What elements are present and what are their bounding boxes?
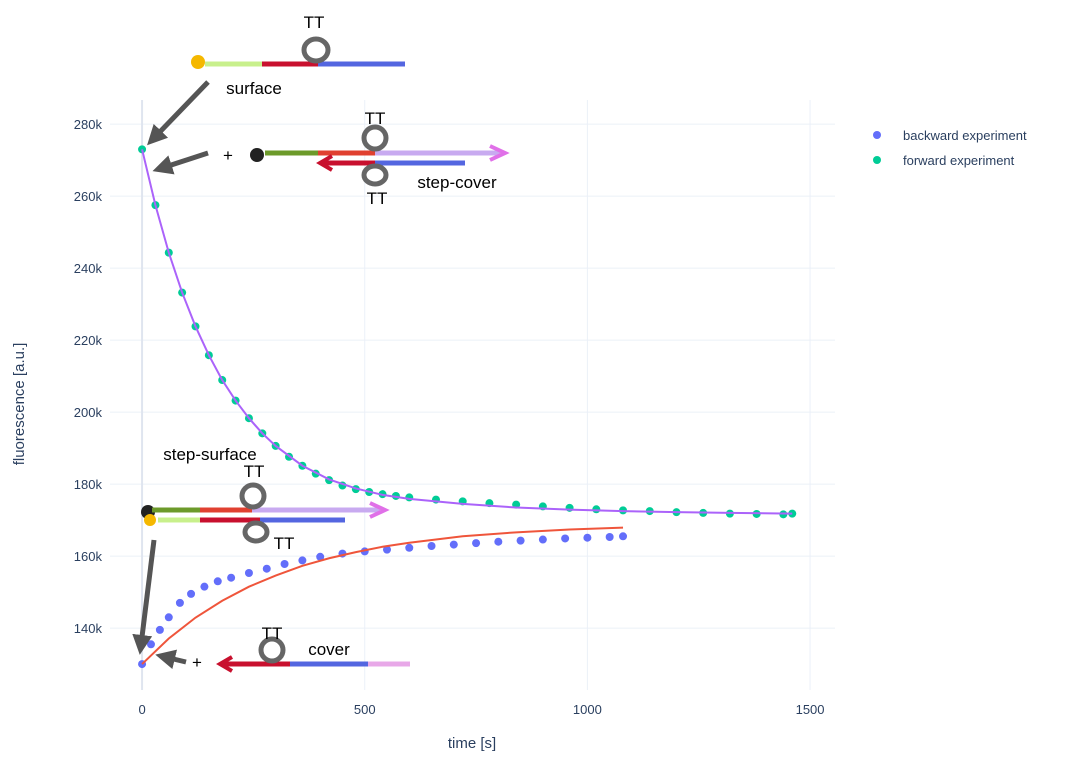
annotation: surface bbox=[226, 79, 282, 98]
data-point bbox=[280, 560, 289, 569]
y-tick-label: 180k bbox=[74, 477, 103, 492]
data-point bbox=[472, 539, 481, 548]
x-tick-label: 500 bbox=[354, 702, 376, 717]
data-point bbox=[298, 556, 307, 565]
cover-strand bbox=[216, 636, 410, 673]
y-tick-label: 240k bbox=[74, 261, 103, 276]
data-point bbox=[516, 536, 525, 545]
annotation: TT bbox=[262, 624, 283, 643]
annotation: + bbox=[192, 653, 202, 672]
data-point bbox=[494, 537, 503, 546]
data-point bbox=[164, 613, 173, 622]
y-axis-title: fluorescence [a.u.] bbox=[11, 343, 28, 466]
data-point bbox=[561, 534, 570, 543]
schematics bbox=[132, 36, 510, 673]
pointer-arrows bbox=[132, 80, 210, 670]
annotation: TT bbox=[244, 462, 265, 481]
data-point bbox=[592, 505, 601, 514]
annotation: step-surface bbox=[163, 445, 257, 464]
y-tick-label: 200k bbox=[74, 405, 103, 420]
data-point bbox=[175, 598, 184, 607]
step-cover-strand bbox=[250, 124, 510, 187]
legend-marker bbox=[873, 131, 881, 139]
annotation: TT bbox=[367, 189, 388, 208]
legend-label: backward experiment bbox=[903, 128, 1027, 143]
fit-line bbox=[141, 149, 793, 515]
x-tick-label: 1000 bbox=[573, 702, 602, 717]
data-point bbox=[200, 582, 209, 591]
annotation: + bbox=[223, 146, 233, 165]
data-point bbox=[538, 535, 547, 544]
data-point bbox=[155, 625, 164, 634]
legend-label: forward experiment bbox=[903, 153, 1015, 168]
data-point bbox=[244, 569, 253, 578]
marks bbox=[138, 145, 797, 669]
annotation: TT bbox=[274, 534, 295, 553]
data-point bbox=[382, 545, 391, 554]
grid bbox=[110, 100, 835, 690]
legend-marker bbox=[873, 156, 881, 164]
y-tick-label: 160k bbox=[74, 549, 103, 564]
x-axis-title: time [s] bbox=[448, 735, 496, 752]
annotation: step-cover bbox=[417, 173, 497, 192]
data-point bbox=[583, 533, 592, 542]
data-point bbox=[427, 542, 436, 551]
data-point bbox=[316, 552, 325, 561]
y-tick-label: 220k bbox=[74, 333, 103, 348]
fit-line bbox=[141, 526, 624, 665]
x-tick-label: 1500 bbox=[796, 702, 825, 717]
data-point bbox=[227, 573, 236, 582]
annotation: TT bbox=[365, 109, 386, 128]
step-surface-strand bbox=[141, 482, 390, 544]
data-point bbox=[262, 564, 271, 573]
annotation: TT bbox=[304, 13, 325, 32]
data-point bbox=[619, 532, 628, 541]
data-point bbox=[213, 577, 222, 586]
data-point bbox=[449, 540, 458, 549]
data-point bbox=[187, 589, 196, 598]
x-tick-label: 0 bbox=[138, 702, 145, 717]
y-tick-label: 260k bbox=[74, 189, 103, 204]
data-point bbox=[405, 543, 414, 552]
surface-strand bbox=[191, 36, 405, 69]
y-tick-label: 280k bbox=[74, 117, 103, 132]
data-point bbox=[405, 493, 414, 502]
data-point bbox=[146, 640, 155, 649]
y-tick-label: 140k bbox=[74, 621, 103, 636]
annotation: cover bbox=[308, 640, 350, 659]
data-point bbox=[605, 533, 614, 542]
